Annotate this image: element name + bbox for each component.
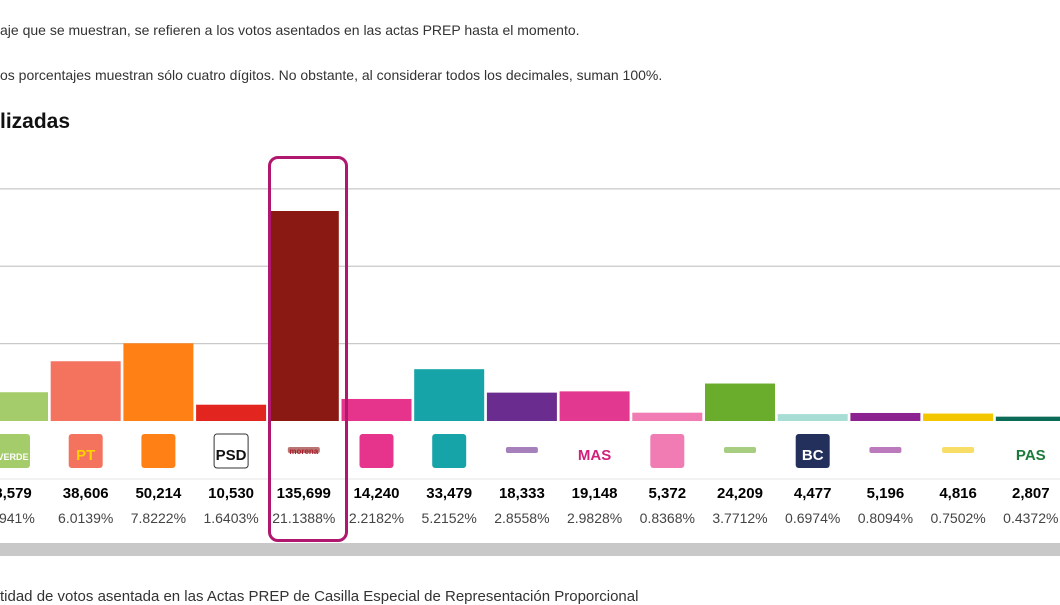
vote-count: 14,240: [354, 485, 400, 502]
party-logo-BC: [795, 434, 830, 468]
note-percentages: os porcentajes muestran sólo cuatro dígi…: [0, 67, 663, 83]
bar-Partido verde claro: [705, 383, 775, 421]
vote-count: 24,209: [717, 485, 763, 502]
party-logo-PSD: [213, 433, 249, 469]
vote-count: 33,479: [426, 485, 472, 502]
bar-MAS: [559, 391, 630, 421]
vote-percentage: 0.6974%: [785, 510, 840, 526]
party-logo-PT: [68, 434, 103, 468]
vote-percentage: 6.0139%: [58, 510, 113, 526]
vote-count: 8,579: [0, 485, 32, 502]
logo-label: PSD: [216, 447, 247, 464]
bar-Partido rosa: [632, 412, 703, 421]
vote-count: 38,606: [63, 485, 109, 502]
party-logo-VERDE: [0, 434, 30, 468]
party-logo-MC: [141, 434, 176, 468]
vote-percentage: 2.8558%: [494, 510, 549, 526]
vote-count: 19,148: [572, 485, 618, 502]
party-logo-PES-encuentro-mark: [505, 447, 538, 453]
bar-BC: [777, 414, 848, 421]
vote-count: 2,807: [1012, 485, 1050, 502]
bar-Transformemos: [923, 413, 994, 421]
section-heading: lizadas: [0, 110, 71, 133]
vote-count: 18,333: [499, 485, 545, 502]
party-logo-Partido verde claro-mark: [724, 447, 756, 453]
vote-percentage: 1.6403%: [203, 510, 258, 526]
party-logo-PAS: [1013, 434, 1048, 468]
party-logo-FxM: [432, 434, 467, 468]
logo-label: PAS: [1016, 447, 1046, 464]
vote-percentage: 2.9828%: [567, 510, 622, 526]
vote-count: 135,699: [277, 485, 331, 502]
party-logo-morena-mark: [287, 447, 320, 453]
vote-percentage: 0.7502%: [930, 510, 985, 526]
horizontal-scrollbar[interactable]: [0, 543, 1060, 556]
vote-percentage: 2.2182%: [349, 510, 404, 526]
vote-percentage: 0.4372%: [1003, 510, 1058, 526]
party-logo-Encuentro-mark: [869, 447, 902, 453]
vote-count: 10,530: [208, 485, 254, 502]
vote-percentage: 5.2152%: [422, 510, 477, 526]
vote-percentage: 0.8368%: [640, 510, 695, 526]
logo-label: MAS: [578, 447, 611, 464]
bar-PAS: [995, 416, 1060, 421]
party-logo-Transformemos-mark: [942, 447, 975, 453]
logo-label: BC: [802, 447, 824, 464]
party-logo-PES: [359, 434, 394, 468]
footer-text: tidad de votos asentada en las Actas PRE…: [0, 588, 639, 605]
note-votes-prep: aje que se muestran, se refieren a los v…: [0, 22, 580, 38]
vote-percentage: 8941%: [0, 510, 35, 526]
vote-percentage: 7.8222%: [131, 510, 186, 526]
bar-PT: [50, 361, 121, 421]
vote-count: 4,477: [794, 485, 832, 502]
party-logo-Partido rosa: [650, 434, 685, 468]
bar-morena: [268, 211, 339, 421]
vote-count: 4,816: [939, 485, 977, 502]
votes-bar-chart: VERDE 8,579 8941% PT 38,606 6.0139% 50,214 7.82…: [0, 188, 1060, 526]
bar-PSD: [196, 404, 267, 421]
bar-VERDE: [0, 392, 48, 421]
logo-label: morena: [289, 447, 318, 456]
bar-PES: [341, 398, 412, 421]
vote-count: 5,372: [649, 485, 687, 502]
bar-FxM: [414, 369, 485, 421]
logo-label: PT: [76, 447, 95, 464]
party-logo-MAS: [577, 434, 612, 468]
vote-count: 5,196: [867, 485, 905, 502]
vote-count: 50,214: [135, 485, 182, 502]
vote-percentage: 3.7712%: [712, 510, 767, 526]
bar-Encuentro: [850, 412, 921, 421]
bar-MC: [123, 343, 194, 421]
vote-percentage: 21.1388%: [272, 510, 335, 526]
vote-percentage: 0.8094%: [858, 510, 913, 526]
logo-label: VERDE: [0, 452, 29, 462]
bar-PES-encuentro: [486, 392, 557, 421]
